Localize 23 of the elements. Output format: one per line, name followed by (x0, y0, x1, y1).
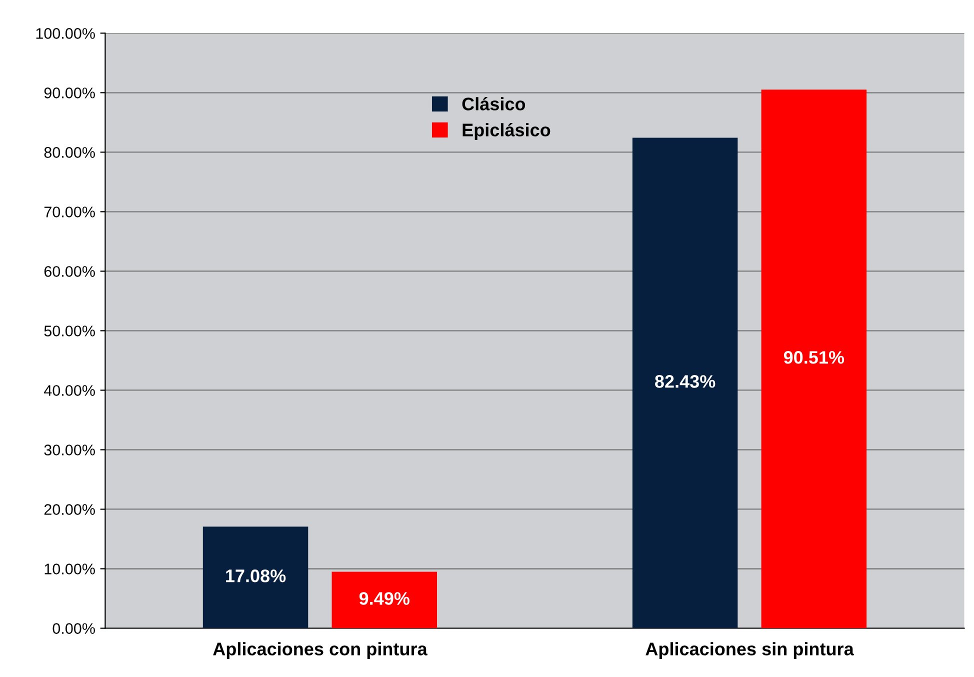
y-tick-label: 90.00% (44, 88, 95, 98)
y-tick-label: 10.00% (44, 564, 95, 574)
data-label: 9.49% (359, 592, 410, 605)
y-tick-label: 60.00% (44, 266, 95, 277)
legend-label: Epiclásico (462, 122, 550, 140)
data-label: 17.08% (226, 569, 286, 582)
y-tick-label: 70.00% (44, 206, 95, 218)
bar (332, 572, 438, 628)
y-tick-label: 100.00% (36, 28, 95, 39)
bar (761, 90, 867, 628)
y-tick-label: 40.00% (44, 385, 95, 396)
y-tick-label: 20.00% (44, 504, 95, 515)
bar (632, 138, 738, 628)
bar (202, 526, 308, 628)
x-tick-label: Aplicaciones sin pintura (646, 642, 854, 659)
y-tick-label: 50.00% (44, 326, 95, 336)
data-label: 90.51% (784, 351, 844, 364)
data-label: 82.43% (655, 375, 716, 388)
y-tick-label: 0.00% (52, 623, 95, 634)
legend-label: Clásico (462, 96, 526, 110)
y-tick-label: 80.00% (44, 147, 95, 158)
x-tick-label: Aplicaciones con pintura (213, 642, 428, 659)
y-tick-label: 30.00% (44, 444, 95, 456)
